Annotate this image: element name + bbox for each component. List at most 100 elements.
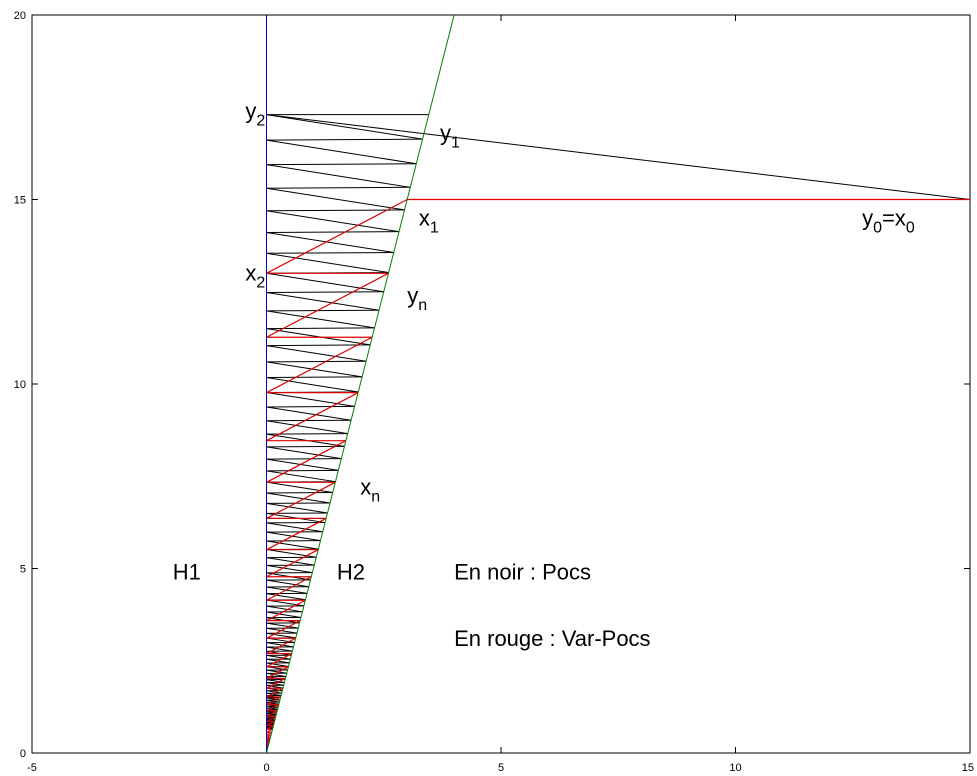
pocs-segment <box>266 231 400 233</box>
var-pocs-segment <box>266 599 306 622</box>
pocs-segment <box>266 163 417 166</box>
pocs-segment <box>266 291 380 311</box>
var-pocs-segment <box>266 703 280 712</box>
pocs-segment <box>266 361 363 378</box>
label-h1: H1 <box>173 560 201 585</box>
pocs-segment <box>266 139 417 165</box>
pocs-segment <box>266 114 423 140</box>
x-tick-label: -5 <box>27 762 37 774</box>
pocs-segment <box>266 187 405 211</box>
pocs-segment <box>266 662 289 667</box>
pocs-segment <box>266 310 375 329</box>
label-legend-var: En rouge : Var-Pocs <box>454 626 650 651</box>
pocs-segment <box>266 114 971 200</box>
pocs-segment <box>266 327 375 330</box>
pocs-segment <box>266 405 355 408</box>
var-pocs-segment <box>266 392 359 442</box>
pocs-segment <box>266 252 389 274</box>
y-tick-label: 0 <box>20 748 26 760</box>
pocs-segment <box>266 138 423 141</box>
pocs-segment <box>266 420 348 435</box>
var-pocs-segment <box>266 677 286 689</box>
pocs-segment <box>266 579 309 588</box>
pocs-segment <box>266 669 287 674</box>
var-pocs-segment <box>266 198 408 274</box>
pocs-segment <box>266 540 319 550</box>
label-y1: y1 <box>440 121 460 152</box>
var-pocs-segment <box>266 720 275 727</box>
pocs-segment <box>266 376 363 379</box>
constraint-sets <box>266 14 455 754</box>
var-pocs-segment <box>266 653 293 668</box>
y-tick-label: 15 <box>14 195 26 207</box>
pocs-segment <box>266 531 321 542</box>
pocs-segment <box>266 654 291 660</box>
x-tick-label: 0 <box>263 762 269 774</box>
var-pocs-segment <box>266 637 296 655</box>
pocs-segment <box>266 186 411 189</box>
pocs-segment <box>266 406 352 421</box>
pocs-segment <box>266 164 411 188</box>
label-y2: y2 <box>245 98 265 129</box>
pocs-segment <box>266 611 302 618</box>
pocs-segment <box>266 642 294 648</box>
x-tick-label: 15 <box>962 762 974 774</box>
pocs-segment <box>266 522 323 533</box>
pocs-segment <box>266 470 336 483</box>
annotations: y2 y1 x1 x2 yn xn y0=x0 H1 H2 En noir : Pocs En ro… <box>173 98 915 651</box>
x-tick-label: 5 <box>498 762 504 774</box>
var-pocs-segment <box>266 440 347 483</box>
pocs-segment <box>266 458 339 471</box>
label-xn: xn <box>360 475 380 506</box>
label-legend-pocs: En noir : Pocs <box>454 560 591 585</box>
pocs-segment <box>266 672 287 677</box>
pocs-segment <box>266 231 394 254</box>
pocs-segment <box>266 309 380 312</box>
var-pocs-segment <box>266 725 274 730</box>
pocs-segment <box>266 622 299 629</box>
var-pocs-segment <box>266 336 373 394</box>
pocs-segment <box>266 632 296 639</box>
pocs-segment <box>266 291 384 293</box>
pocs-segment <box>266 445 345 448</box>
x-tick-label: 10 <box>729 762 741 774</box>
var-pocs-segment <box>266 549 319 578</box>
pocs-segment <box>266 502 328 514</box>
label-x2: x2 <box>245 261 265 292</box>
y-tick-label: 20 <box>14 10 26 22</box>
var-pocs-segment <box>266 620 301 639</box>
var-pocs-segment <box>266 576 312 601</box>
pocs-segment <box>266 492 331 504</box>
pocs-segment <box>266 599 304 607</box>
label-y0-x0: y0=x0 <box>862 205 915 236</box>
pocs-segment <box>266 344 371 347</box>
pocs-segment <box>266 557 315 566</box>
pocs-segment <box>266 252 394 254</box>
h2-line <box>266 14 455 754</box>
var-pocs-segment <box>266 710 278 718</box>
var-pocs-segment <box>266 696 282 705</box>
pocs-segment <box>266 446 342 460</box>
pocs-segment <box>266 345 367 362</box>
var-pocs-iterations <box>266 198 970 749</box>
var-pocs-segment <box>266 517 327 551</box>
pocs-segment <box>266 419 352 422</box>
var-pocs-segment <box>266 666 289 679</box>
pocs-segment <box>266 360 367 363</box>
var-pocs-segment <box>266 687 284 698</box>
pocs-segment <box>266 272 384 293</box>
pocs-segment <box>266 548 317 558</box>
pocs-segment <box>266 377 359 393</box>
label-x1: x1 <box>419 205 439 236</box>
label-yn: yn <box>407 283 427 314</box>
pocs-segment <box>266 210 400 233</box>
y-tick-label: 10 <box>14 379 26 391</box>
pocs-segment <box>266 209 405 212</box>
var-pocs-segment <box>266 272 389 338</box>
pocs-segment <box>266 392 355 407</box>
pocs-segment <box>266 646 293 652</box>
y-tick-label: 5 <box>20 564 26 576</box>
label-h2: H2 <box>337 560 365 585</box>
